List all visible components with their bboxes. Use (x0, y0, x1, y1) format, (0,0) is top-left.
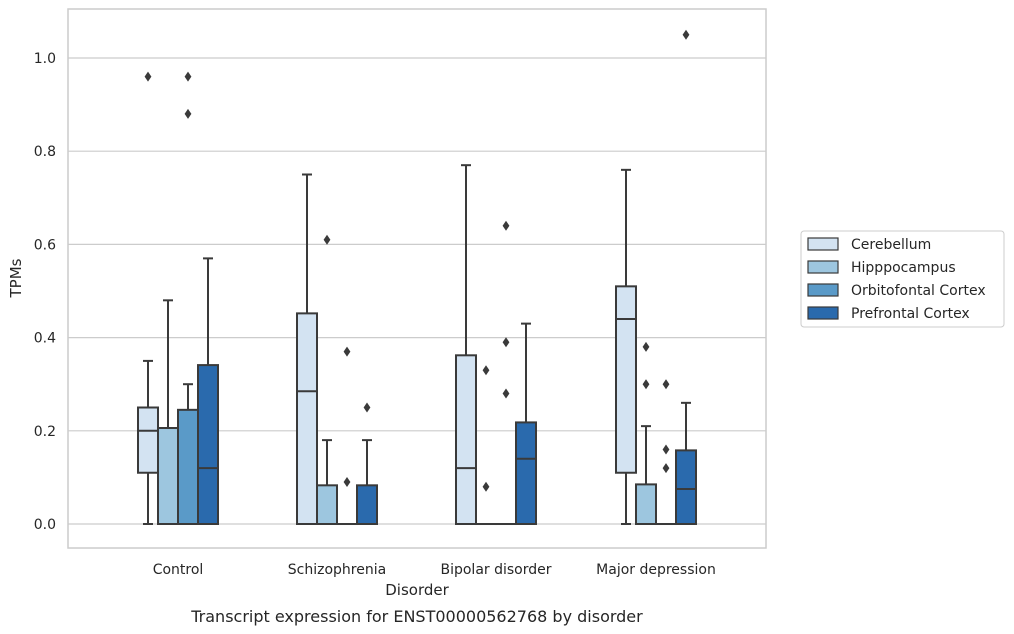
chart-caption: Transcript expression for ENST0000056276… (190, 607, 643, 626)
x-tick-label: Bipolar disorder (440, 562, 551, 578)
box (356, 402, 378, 525)
box-body (675, 449, 697, 526)
outlier-point (482, 365, 490, 376)
x-tick-label: Major depression (596, 562, 716, 578)
box (296, 173, 318, 526)
legend-frame (800, 230, 1005, 328)
legend-label: Hipppocampus (851, 260, 956, 276)
legend-swatch (807, 237, 839, 251)
y-tick-label: 0.2 (34, 424, 56, 440)
box (157, 299, 179, 525)
box (655, 379, 677, 526)
outlier-point (343, 477, 351, 488)
outlier-point (662, 463, 670, 474)
outlier-point (662, 444, 670, 455)
box-body (157, 427, 179, 525)
legend-label: Cerebellum (851, 237, 931, 253)
legend-swatch (807, 260, 839, 274)
box (316, 234, 338, 525)
series-hipppocampus (157, 234, 657, 526)
outlier-point (184, 108, 192, 119)
y-tick-label: 0.4 (34, 331, 56, 347)
legend-swatch (807, 306, 839, 320)
box (635, 341, 657, 526)
x-axis-label: Disorder (385, 581, 449, 599)
outlier-point (144, 71, 152, 82)
x-tick-label: Control (153, 562, 204, 578)
series-orbitofontal-cortex (177, 71, 677, 526)
box-body (515, 421, 537, 525)
box-body (296, 312, 318, 526)
box (675, 29, 697, 526)
box-body (316, 484, 338, 525)
box (615, 168, 637, 525)
y-tick-label: 0.6 (34, 237, 56, 253)
box-body (635, 483, 657, 526)
box (515, 322, 537, 525)
y-tick-label: 1.0 (34, 51, 56, 67)
box-groups (137, 29, 697, 526)
box-body (197, 364, 219, 525)
box-body (455, 354, 477, 526)
box (455, 164, 477, 526)
box-body (137, 406, 159, 474)
x-tick-label: Schizophrenia (288, 562, 386, 578)
outlier-point (502, 388, 510, 399)
box-body (356, 484, 378, 525)
outlier-point (343, 346, 351, 357)
legend-label: Orbitofontal Cortex (851, 283, 986, 299)
legend: Cerebellum Hipppocampus Orbitofontal Corte… (800, 230, 1005, 328)
series-prefrontal-cortex (197, 29, 697, 526)
outlier-point (662, 379, 670, 390)
legend-label: Prefrontal Cortex (851, 306, 970, 322)
outlier-point (363, 402, 371, 413)
outlier-point (482, 481, 490, 492)
outlier-point (184, 71, 192, 82)
series-cerebellum (137, 71, 637, 526)
box-body (177, 408, 199, 525)
outlier-point (502, 220, 510, 231)
y-tick-labels: 0.0 0.2 0.4 0.6 0.8 1.0 (34, 51, 56, 533)
outlier-point (642, 341, 650, 352)
outlier-point (502, 337, 510, 348)
outlier-point (682, 29, 690, 40)
y-tick-label: 0.8 (34, 144, 56, 160)
y-tick-label: 0.0 (34, 517, 56, 533)
legend-swatch (807, 283, 839, 297)
box (197, 257, 219, 525)
outlier-point (323, 234, 331, 245)
box-body (615, 285, 637, 474)
y-axis-label: TPMs (7, 258, 25, 298)
outlier-point (642, 379, 650, 390)
x-tick-labels: Control Schizophrenia Bipolar disorder Majo… (153, 562, 716, 578)
